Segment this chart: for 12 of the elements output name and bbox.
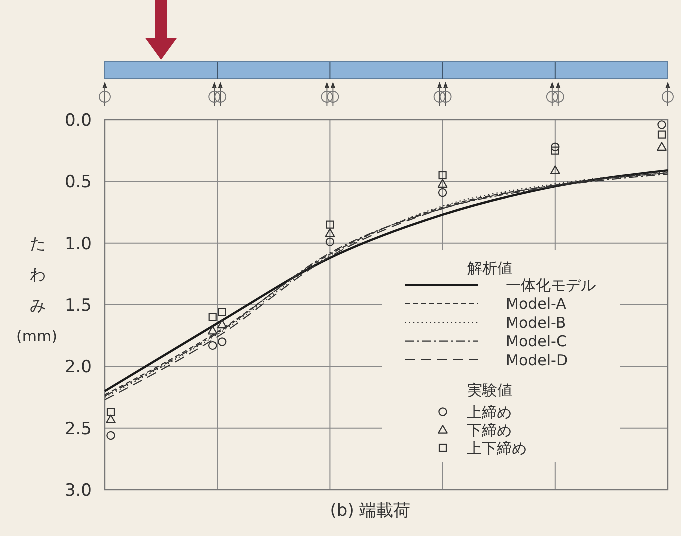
y-tick-label: 0.5 <box>64 172 92 193</box>
y-tick-label: 2.0 <box>64 358 92 378</box>
legend-label: 下締め <box>467 421 512 440</box>
y-tick-label: 1.5 <box>64 296 92 316</box>
legend-label: 上締め <box>467 403 512 422</box>
text: (b) 端載荷 <box>330 501 411 521</box>
y-tick-label: 0.0 <box>64 110 92 131</box>
legend-label: 上下締め <box>467 439 527 458</box>
y-axis-title: たわみ (mm) <box>16 234 58 346</box>
y-tick-label: 3.0 <box>64 480 92 501</box>
y-tick-label: 1.0 <box>64 234 92 254</box>
y-tick-label: 2.5 <box>64 419 92 440</box>
